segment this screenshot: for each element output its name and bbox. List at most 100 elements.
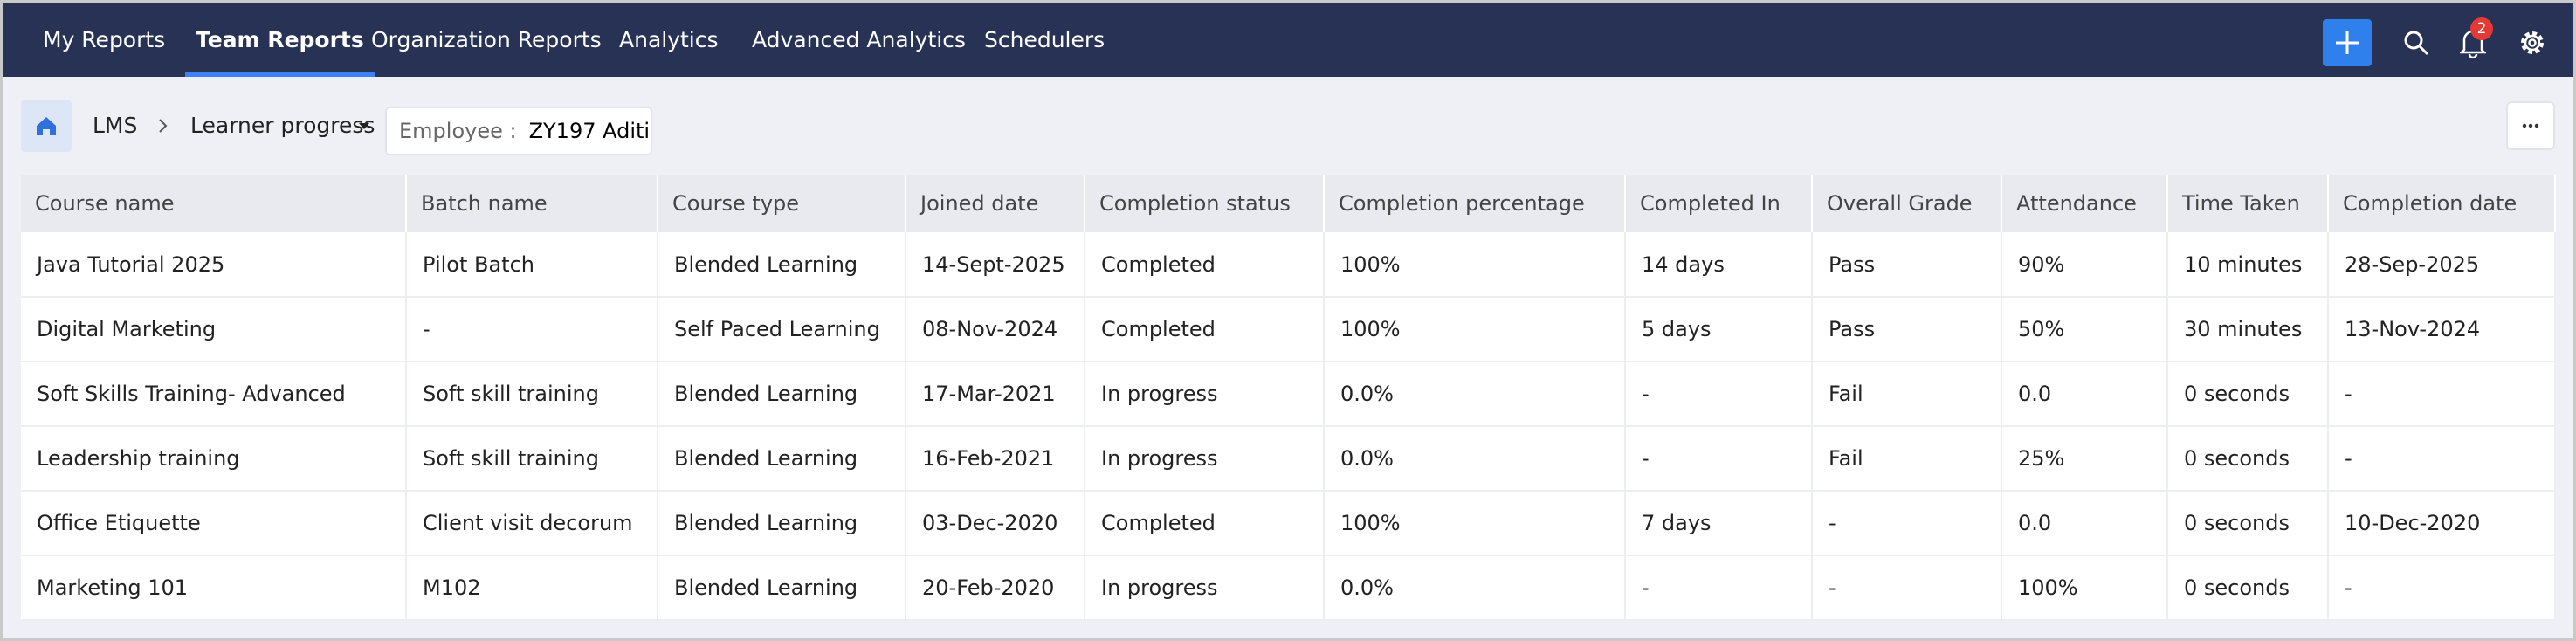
table-cell: - bbox=[1812, 555, 2002, 621]
home-button[interactable] bbox=[21, 100, 72, 152]
column-header[interactable]: Course type bbox=[658, 175, 906, 232]
table-cell: 0.0 bbox=[2001, 491, 2168, 556]
search-icon[interactable] bbox=[2403, 30, 2429, 56]
table-cell: 0.0% bbox=[1324, 362, 1626, 427]
table-cell: 13-Nov-2024 bbox=[2328, 297, 2556, 362]
nav-tab[interactable]: Organization Reports bbox=[371, 27, 602, 52]
breadcrumb-item[interactable]: Learner progress bbox=[190, 113, 375, 138]
column-header[interactable]: Attendance bbox=[2001, 175, 2168, 232]
table-cell: 50% bbox=[2001, 297, 2168, 362]
add-button[interactable] bbox=[2323, 19, 2372, 66]
table-cell: Soft skill training bbox=[406, 362, 658, 427]
table-cell: 28-Sep-2025 bbox=[2328, 232, 2556, 298]
column-header[interactable]: Overall Grade bbox=[1812, 175, 2002, 232]
table-cell: Completed bbox=[1085, 491, 1325, 556]
table-cell: Blended Learning bbox=[658, 555, 906, 621]
table-cell: Leadership training bbox=[21, 426, 407, 492]
table-cell: 0.0% bbox=[1324, 555, 1626, 621]
nav-tab[interactable]: Team Reports bbox=[185, 3, 375, 77]
filter-value: ZY197 Aditi A bbox=[528, 119, 651, 143]
table-cell: Java Tutorial 2025 bbox=[21, 232, 407, 298]
report-table: Course name Batch name Course type Joined d… bbox=[21, 175, 2556, 621]
nav-tab[interactable]: Schedulers bbox=[984, 27, 1105, 52]
table-cell: - bbox=[1625, 555, 1813, 621]
column-header[interactable]: Time Taken bbox=[2167, 175, 2329, 232]
table-cell: Pass bbox=[1812, 297, 2002, 362]
nav-tab[interactable]: Advanced Analytics bbox=[752, 27, 966, 52]
table-cell: 7 days bbox=[1625, 491, 1813, 556]
table-cell: Soft Skills Training- Advanced bbox=[21, 362, 407, 427]
table-cell: 10 minutes bbox=[2167, 232, 2329, 298]
table-cell: Completed bbox=[1085, 232, 1325, 298]
table-cell: Soft skill training bbox=[406, 426, 658, 492]
table: Course name Batch name Course type Joined d… bbox=[21, 175, 2556, 621]
table-row: Java Tutorial 2025 Pilot Batch Blended Lea… bbox=[21, 232, 2556, 298]
table-cell: 10-Dec-2020 bbox=[2328, 491, 2556, 556]
table-cell: - bbox=[406, 297, 658, 362]
settings-icon[interactable] bbox=[2518, 29, 2546, 57]
breadcrumb-item[interactable]: LMS bbox=[93, 113, 138, 138]
table-cell: In progress bbox=[1085, 362, 1325, 427]
top-nav: 2 My Reports Team Reports Organization Rep… bbox=[3, 3, 2573, 77]
column-header[interactable]: Completion percentage bbox=[1324, 175, 1626, 232]
table-cell: Office Etiquette bbox=[21, 491, 407, 556]
table-cell: Client visit decorum bbox=[406, 491, 658, 556]
table-cell: Pilot Batch bbox=[406, 232, 658, 298]
column-header[interactable]: Joined date bbox=[906, 175, 1085, 232]
column-header[interactable]: Completion status bbox=[1085, 175, 1325, 232]
table-cell: 14-Sept-2025 bbox=[906, 232, 1085, 298]
column-header[interactable]: Batch name bbox=[406, 175, 658, 232]
table-cell: 16-Feb-2021 bbox=[906, 426, 1085, 492]
table-cell: 100% bbox=[1324, 491, 1626, 556]
table-cell: - bbox=[1812, 491, 2002, 556]
table-cell: - bbox=[1625, 426, 1813, 492]
table-cell: 14 days bbox=[1625, 232, 1813, 298]
table-cell: Blended Learning bbox=[658, 362, 906, 427]
table-cell: 0 seconds bbox=[2167, 491, 2329, 556]
breadcrumb-separator bbox=[159, 119, 168, 133]
table-cell: Fail bbox=[1812, 426, 2002, 492]
column-header[interactable]: Course name bbox=[21, 175, 407, 232]
breadcrumb-bar: Employee : ZY197 Aditi A LMS Learner progr… bbox=[3, 98, 2573, 155]
table-cell: 100% bbox=[2001, 555, 2168, 621]
nav-tab[interactable]: Analytics bbox=[619, 27, 719, 52]
table-cell: - bbox=[1625, 362, 1813, 427]
notification-badge: 2 bbox=[2470, 17, 2493, 40]
table-cell: 100% bbox=[1324, 297, 1626, 362]
table-cell: 100% bbox=[1324, 232, 1626, 298]
table-cell: Digital Marketing bbox=[21, 297, 407, 362]
dropdown-caret[interactable] bbox=[358, 122, 370, 131]
table-cell: 90% bbox=[2001, 232, 2168, 298]
table-cell: Self Paced Learning bbox=[658, 297, 906, 362]
table-row: Digital Marketing - Self Paced Learning 08-… bbox=[21, 297, 2556, 362]
table-cell: 20-Feb-2020 bbox=[906, 555, 1085, 621]
table-cell: 17-Mar-2021 bbox=[906, 362, 1085, 427]
table-cell: 03-Dec-2020 bbox=[906, 491, 1085, 556]
table-cell: Marketing 101 bbox=[21, 555, 407, 621]
column-header[interactable]: Completion date bbox=[2328, 175, 2556, 232]
table-cell: Blended Learning bbox=[658, 232, 906, 298]
more-button[interactable] bbox=[2506, 101, 2555, 150]
header-row: Course name Batch name Course type Joined d… bbox=[21, 175, 2556, 232]
table-cell: 08-Nov-2024 bbox=[906, 297, 1085, 362]
table-cell: 0.0 bbox=[2001, 362, 2168, 427]
table-cell: Blended Learning bbox=[658, 491, 906, 556]
table-row: Office Etiquette Client visit decorum Blen… bbox=[21, 491, 2556, 556]
employee-filter[interactable]: Employee : ZY197 Aditi A bbox=[385, 107, 652, 155]
table-cell: Completed bbox=[1085, 297, 1325, 362]
table-cell: 5 days bbox=[1625, 297, 1813, 362]
column-header[interactable]: Completed In bbox=[1625, 175, 1813, 232]
filter-label: Employee : bbox=[399, 119, 517, 143]
table-cell: 0 seconds bbox=[2167, 362, 2329, 427]
table-cell: 0 seconds bbox=[2167, 555, 2329, 621]
table-cell: - bbox=[2328, 426, 2556, 492]
table-cell: M102 bbox=[406, 555, 658, 621]
table-row: Leadership training Soft skill training Bl… bbox=[21, 426, 2556, 492]
table-cell: Blended Learning bbox=[658, 426, 906, 492]
table-cell: Fail bbox=[1812, 362, 2002, 427]
table-cell: 0 seconds bbox=[2167, 426, 2329, 492]
nav-tab[interactable]: My Reports bbox=[43, 27, 166, 52]
table-cell: - bbox=[2328, 362, 2556, 427]
table-cell: Pass bbox=[1812, 232, 2002, 298]
